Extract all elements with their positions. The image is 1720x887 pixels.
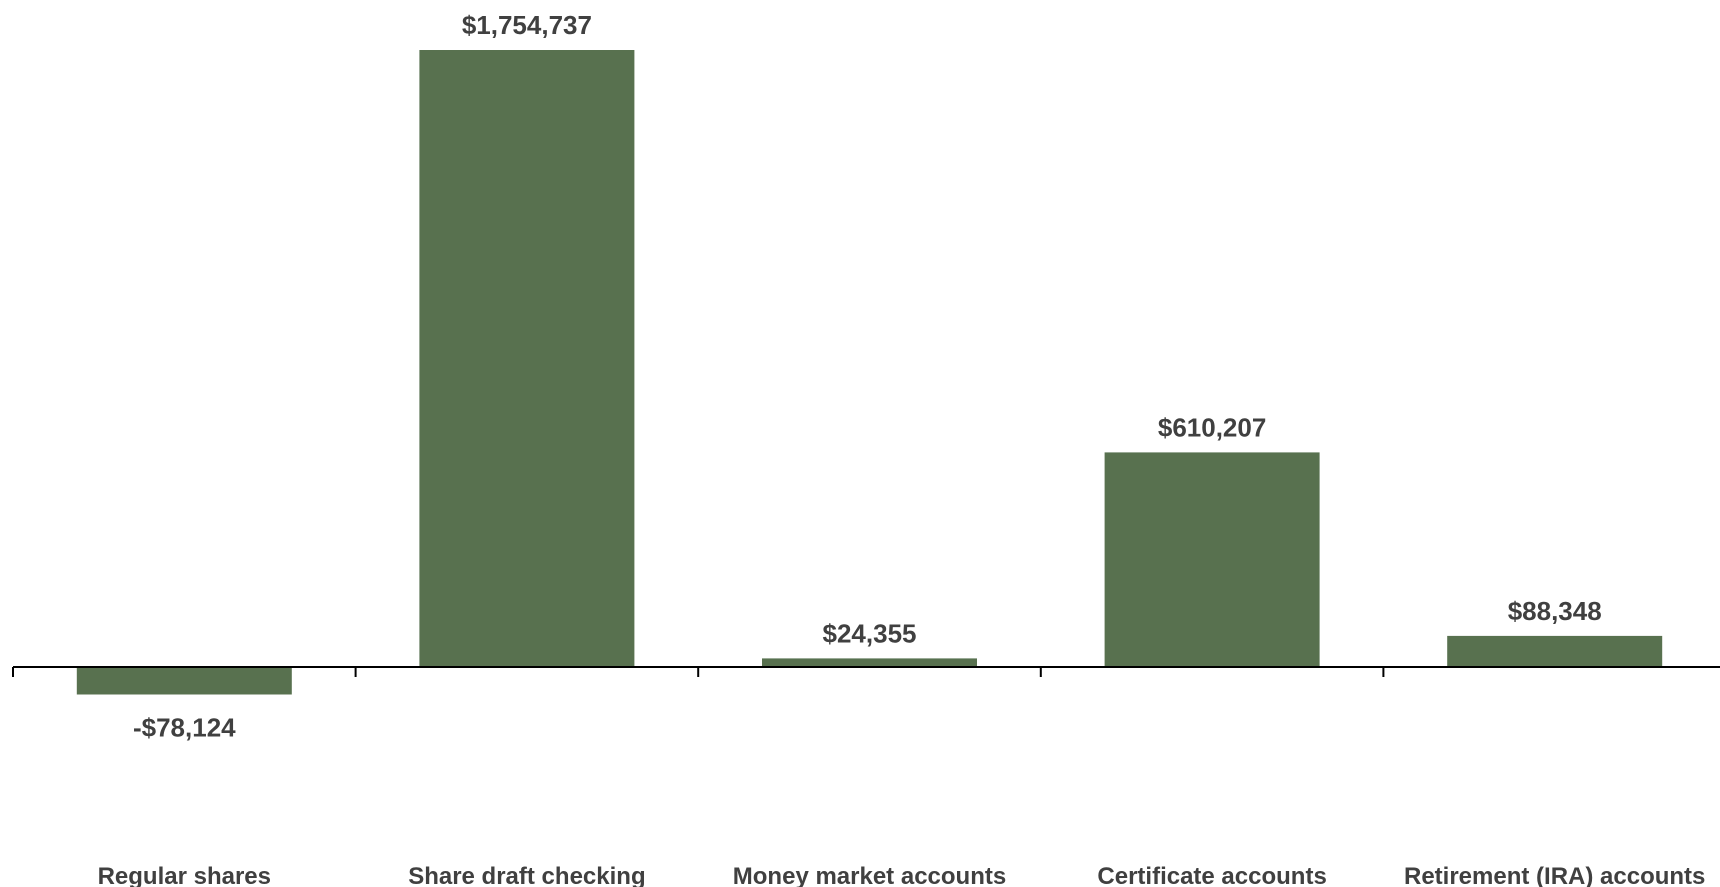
x-axis	[12, 666, 1720, 677]
data-label-1: $1,754,737	[462, 10, 592, 40]
bars-group	[76, 50, 1663, 695]
data-labels-group: -$78,124 $1,754,737 $24,355 $610,207 $88,348	[133, 10, 1602, 743]
data-label-0: -$78,124	[133, 713, 236, 743]
category-label-0: Regular shares	[98, 863, 271, 887]
bar-0	[76, 667, 292, 695]
bar-1	[419, 50, 635, 667]
category-label-4: Retirement (IRA) accounts	[1404, 863, 1705, 887]
category-labels-group: Regular shares Share draft checking Money …	[98, 863, 1706, 887]
bar-3	[1104, 452, 1320, 667]
data-label-3: $610,207	[1158, 412, 1266, 442]
data-label-2: $24,355	[823, 618, 917, 648]
data-label-4: $88,348	[1508, 596, 1602, 626]
category-label-2: Money market accounts	[733, 863, 1006, 887]
category-label-3: Certificate accounts	[1097, 863, 1326, 887]
bar-4	[1447, 635, 1663, 667]
category-label-1: Share draft checking	[408, 863, 645, 887]
bar-2	[762, 658, 977, 667]
